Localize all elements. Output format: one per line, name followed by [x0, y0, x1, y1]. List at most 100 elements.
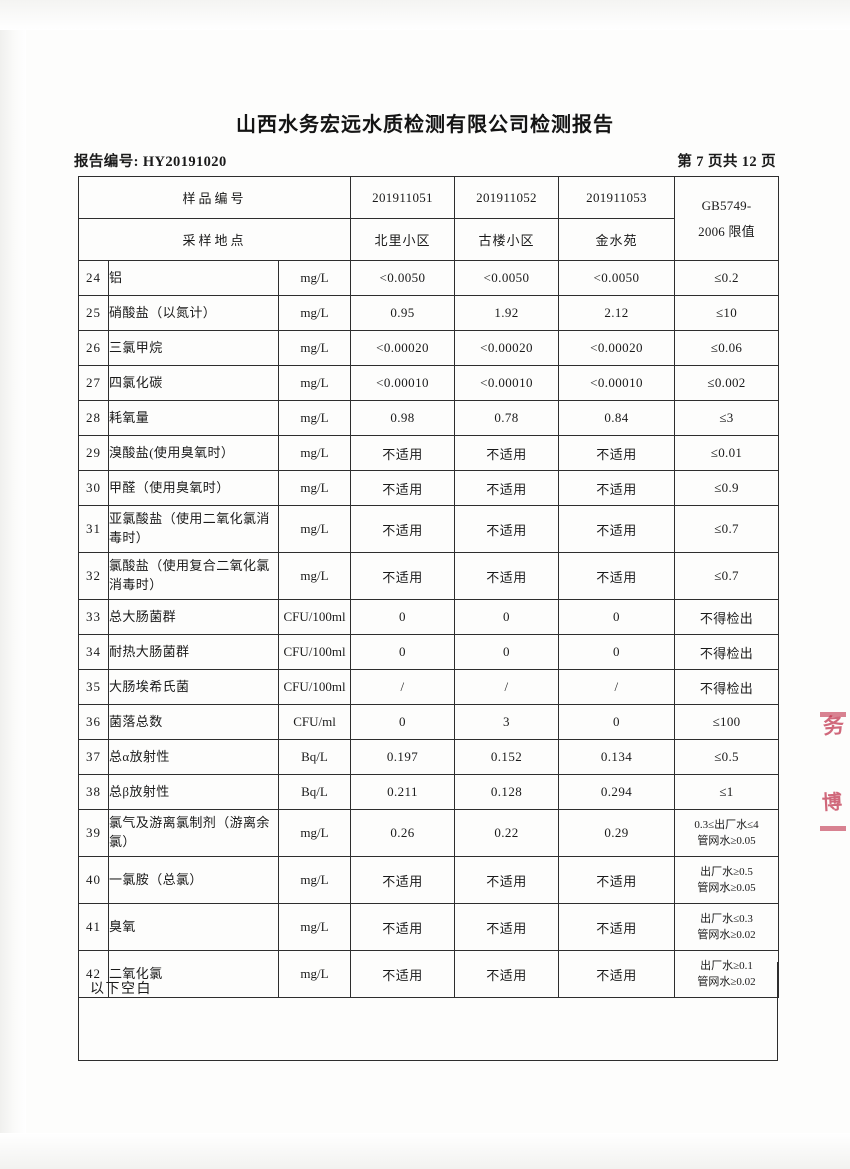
paper-edge-left [0, 0, 26, 1169]
row-value-sample-3: 0 [558, 599, 675, 635]
row-item-name: 总β放射性 [108, 774, 279, 810]
row-value-sample-2: 0.78 [454, 400, 559, 436]
row-limit-value: 不得检出 [674, 669, 779, 705]
table-row: 24 铝 mg/L <0.0050 <0.0050 <0.0050 ≤0.2 [78, 260, 779, 296]
row-value-sample-2: 0.128 [454, 774, 559, 810]
row-index: 33 [78, 599, 109, 635]
seal-stroke-top [820, 712, 846, 717]
row-unit: CFU/ml [278, 704, 351, 740]
table-row: 26 三氯甲烷 mg/L <0.00020 <0.00020 <0.00020 ≤0.06 [78, 330, 779, 366]
table-row: 25 硝酸盐（以氮计） mg/L 0.95 1.92 2.12 ≤10 [78, 295, 779, 331]
row-value-sample-1: <0.00010 [350, 365, 455, 401]
table-row: 31 亚氯酸盐（使用二氧化氯消毒时） mg/L 不适用 不适用 不适用 ≤0.7 [78, 505, 779, 553]
row-value-sample-2: 不适用 [454, 505, 559, 553]
report-meta: 报告编号: HY20191020 第 7 页共 12 页 [74, 150, 776, 171]
row-limit-value: ≤100 [674, 704, 779, 740]
row-unit: CFU/100ml [278, 599, 351, 635]
row-unit: mg/L [278, 435, 351, 471]
row-value-sample-2: 0 [454, 599, 559, 635]
row-value-sample-2: 不适用 [454, 903, 559, 951]
row-value-sample-3: 不适用 [558, 470, 675, 506]
row-unit: mg/L [278, 505, 351, 553]
row-index: 41 [78, 903, 109, 951]
row-limit-value: ≤0.7 [674, 505, 779, 553]
row-item-name: 硝酸盐（以氮计） [108, 295, 279, 331]
row-item-name: 氯酸盐（使用复合二氧化氯消毒时） [108, 552, 279, 600]
row-item-name: 总α放射性 [108, 739, 279, 775]
row-index: 32 [78, 552, 109, 600]
row-value-sample-1: 0.98 [350, 400, 455, 436]
row-limit-value: 不得检出 [674, 634, 779, 670]
row-item-name: 大肠埃希氏菌 [108, 669, 279, 705]
header-sample-3: 201911053 [558, 176, 675, 219]
blank-area-note: 以下空白 [90, 982, 152, 997]
header-site-3: 金水苑 [558, 218, 675, 261]
row-index: 31 [78, 505, 109, 553]
row-value-sample-2: 不适用 [454, 435, 559, 471]
header-row-site: 采样地点 北里小区 古楼小区 金水苑 [78, 218, 779, 261]
row-item-name: 臭氧 [108, 903, 279, 951]
row-index: 35 [78, 669, 109, 705]
row-unit: mg/L [278, 552, 351, 600]
row-item-name: 溴酸盐(使用臭氧时） [108, 435, 279, 471]
header-site-1: 北里小区 [350, 218, 455, 261]
page-number: 第 7 页共 12 页 [677, 154, 776, 170]
row-item-name: 二氧化氯 [108, 950, 279, 998]
row-index: 28 [78, 400, 109, 436]
row-unit: mg/L [278, 330, 351, 366]
table-row: 37 总α放射性 Bq/L 0.197 0.152 0.134 ≤0.5 [78, 739, 779, 775]
header-limit-standard: GB5749- 2006 限值 [674, 176, 779, 261]
page-title: 山西水务宏远水质检测有限公司检测报告 [236, 112, 614, 136]
row-value-sample-3: 不适用 [558, 552, 675, 600]
row-value-sample-1: 不适用 [350, 435, 455, 471]
row-index: 36 [78, 704, 109, 740]
row-index: 25 [78, 295, 109, 331]
row-value-sample-3: 不适用 [558, 505, 675, 553]
row-unit: CFU/100ml [278, 669, 351, 705]
table-row: 36 菌落总数 CFU/ml 0 3 0 ≤100 [78, 704, 779, 740]
table-body: 24 铝 mg/L <0.0050 <0.0050 <0.0050 ≤0.2 25 硝酸盐（以氮… [78, 260, 779, 998]
row-limit-line2: 管网水≥0.02 [697, 929, 756, 941]
row-limit-value: 出厂水≥0.5 管网水≥0.05 [674, 856, 779, 904]
row-limit-value: ≤0.002 [674, 365, 779, 401]
header-sample-no-label: 样品编号 [78, 176, 351, 219]
row-limit-line1: 出厂水≥0.5 [700, 865, 753, 878]
row-value-sample-2: / [454, 669, 559, 705]
table-row: 40 一氯胺（总氯） mg/L 不适用 不适用 不适用 出厂水≥0.5 管网水≥0.05 [78, 856, 779, 904]
row-limit-value: ≤0.7 [674, 552, 779, 600]
row-value-sample-3: 0 [558, 704, 675, 740]
row-value-sample-3: 0 [558, 634, 675, 670]
row-item-name: 菌落总数 [108, 704, 279, 740]
row-unit: Bq/L [278, 739, 351, 775]
row-index: 42 [78, 950, 109, 998]
header-sample-1: 201911051 [350, 176, 455, 219]
row-unit: mg/L [278, 470, 351, 506]
row-value-sample-3: <0.00010 [558, 365, 675, 401]
row-value-sample-1: / [350, 669, 455, 705]
row-value-sample-3: 不适用 [558, 856, 675, 904]
seal-fragment-top-icon: 务 [822, 713, 845, 739]
row-index: 39 [78, 809, 109, 857]
row-limit-value: 0.3≤出厂水≤4 管网水≥0.05 [674, 809, 779, 857]
row-value-sample-2: 0.22 [454, 809, 559, 857]
row-value-sample-3: 不适用 [558, 903, 675, 951]
table-row: 28 耗氧量 mg/L 0.98 0.78 0.84 ≤3 [78, 400, 779, 436]
row-item-name: 三氯甲烷 [108, 330, 279, 366]
table-row: 30 甲醛（使用臭氧时） mg/L 不适用 不适用 不适用 ≤0.9 [78, 470, 779, 506]
row-value-sample-2: <0.00020 [454, 330, 559, 366]
row-value-sample-1: 0 [350, 634, 455, 670]
row-value-sample-1: <0.00020 [350, 330, 455, 366]
table-row: 38 总β放射性 Bq/L 0.211 0.128 0.294 ≤1 [78, 774, 779, 810]
row-limit-value: ≤0.5 [674, 739, 779, 775]
row-index: 38 [78, 774, 109, 810]
row-index: 37 [78, 739, 109, 775]
header-site-2: 古楼小区 [454, 218, 559, 261]
row-limit-value: ≤0.06 [674, 330, 779, 366]
paper-edge-bottom [0, 1133, 850, 1169]
row-value-sample-1: <0.0050 [350, 260, 455, 296]
report-number: 报告编号: HY20191020 [74, 154, 227, 170]
table-row: 29 溴酸盐(使用臭氧时） mg/L 不适用 不适用 不适用 ≤0.01 [78, 435, 779, 471]
row-value-sample-1: 不适用 [350, 505, 455, 553]
row-value-sample-3: 不适用 [558, 435, 675, 471]
row-value-sample-3: 0.29 [558, 809, 675, 857]
